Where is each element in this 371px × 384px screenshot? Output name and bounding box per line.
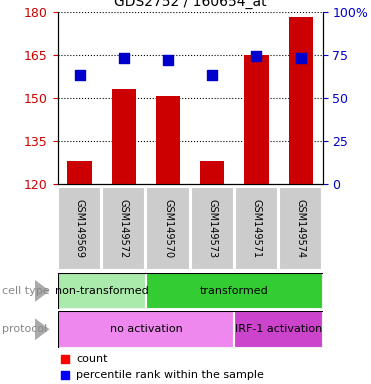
Text: GSM149574: GSM149574	[296, 199, 306, 258]
FancyBboxPatch shape	[279, 187, 322, 270]
Text: cell type: cell type	[2, 286, 49, 296]
Text: GSM149571: GSM149571	[252, 199, 262, 258]
FancyBboxPatch shape	[234, 311, 323, 348]
Polygon shape	[35, 318, 50, 340]
Bar	[289, 17, 313, 184]
Text: count: count	[76, 354, 108, 364]
FancyBboxPatch shape	[235, 187, 278, 270]
FancyBboxPatch shape	[102, 187, 145, 270]
Text: GSM149570: GSM149570	[163, 199, 173, 258]
Text: protocol: protocol	[2, 324, 47, 334]
Polygon shape	[35, 280, 50, 302]
FancyBboxPatch shape	[58, 273, 146, 309]
Point	[121, 55, 127, 61]
Point	[253, 53, 259, 60]
Text: non-transformed: non-transformed	[55, 286, 149, 296]
FancyBboxPatch shape	[147, 187, 190, 270]
Text: percentile rank within the sample: percentile rank within the sample	[76, 370, 264, 381]
FancyBboxPatch shape	[58, 187, 101, 270]
FancyBboxPatch shape	[146, 273, 323, 309]
Point	[298, 55, 303, 61]
Bar	[200, 161, 224, 184]
Bar	[244, 55, 269, 184]
Point	[77, 72, 83, 78]
Bar	[156, 96, 180, 184]
Text: GSM149573: GSM149573	[207, 199, 217, 258]
Text: no activation: no activation	[109, 324, 182, 334]
Text: GSM149569: GSM149569	[75, 199, 85, 258]
FancyBboxPatch shape	[58, 311, 234, 348]
Bar	[68, 161, 92, 184]
FancyBboxPatch shape	[191, 187, 234, 270]
Point	[209, 72, 215, 78]
Bar	[112, 89, 136, 184]
Title: GDS2752 / 160654_at: GDS2752 / 160654_at	[114, 0, 266, 9]
Point	[165, 57, 171, 63]
FancyBboxPatch shape	[58, 186, 323, 271]
Text: GSM149572: GSM149572	[119, 199, 129, 258]
Point	[62, 372, 68, 379]
Text: IRF-1 activation: IRF-1 activation	[235, 324, 322, 334]
Point	[62, 356, 68, 362]
Text: transformed: transformed	[200, 286, 269, 296]
